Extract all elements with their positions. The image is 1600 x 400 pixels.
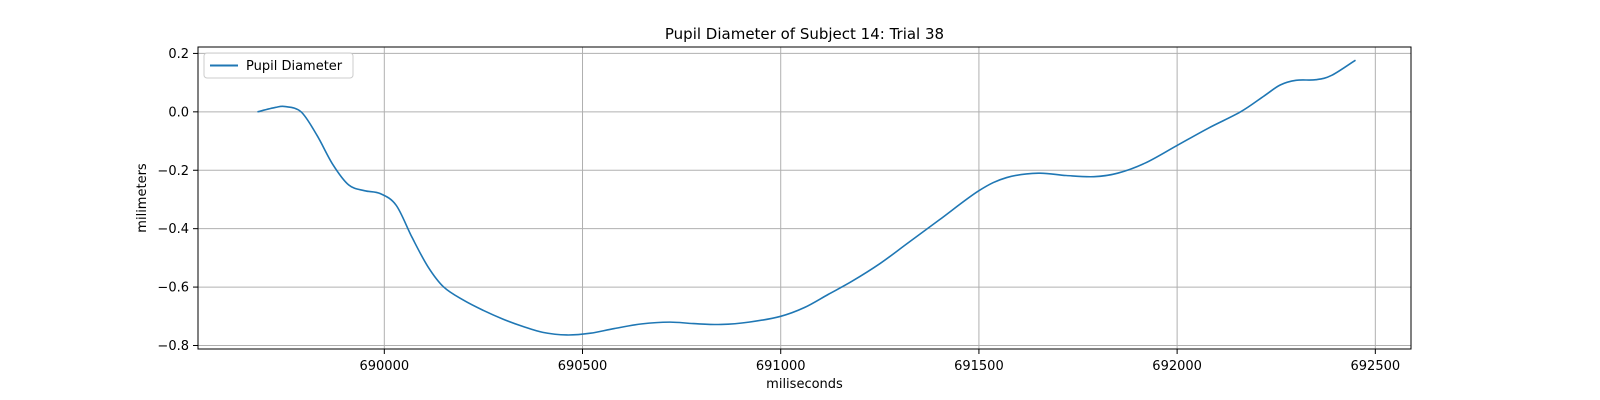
y-axis-label: milimeters bbox=[135, 163, 150, 233]
series-line-pupil-diameter bbox=[257, 59, 1356, 336]
x-tick-label: 692500 bbox=[1351, 359, 1401, 374]
grid bbox=[198, 47, 1411, 349]
x-axis-label: miliseconds bbox=[766, 377, 843, 392]
y-tick-label: 0.0 bbox=[168, 105, 189, 120]
ticks: 690000 690500 691000 691500 692000 692500 −0.8… bbox=[157, 47, 1400, 374]
axes-frame bbox=[197, 46, 1412, 350]
x-tick-label: 691000 bbox=[756, 359, 806, 374]
y-tick-label: −0.8 bbox=[157, 339, 189, 354]
y-tick-label: 0.2 bbox=[168, 47, 189, 62]
x-tick-label: 692000 bbox=[1152, 359, 1202, 374]
legend: Pupil Diameter bbox=[203, 52, 354, 79]
legend-label: Pupil Diameter bbox=[246, 59, 343, 74]
legend-box bbox=[203, 52, 354, 79]
x-tick-label: 691500 bbox=[954, 359, 1004, 374]
x-tick-label: 690500 bbox=[558, 359, 608, 374]
y-tick-label: −0.4 bbox=[157, 222, 189, 237]
x-tick-label: 690000 bbox=[359, 359, 409, 374]
series-group bbox=[257, 59, 1356, 336]
y-tick-label: −0.6 bbox=[157, 281, 189, 296]
chart-title: Pupil Diameter of Subject 14: Trial 38 bbox=[665, 25, 944, 43]
y-tick-label: −0.2 bbox=[157, 164, 189, 179]
